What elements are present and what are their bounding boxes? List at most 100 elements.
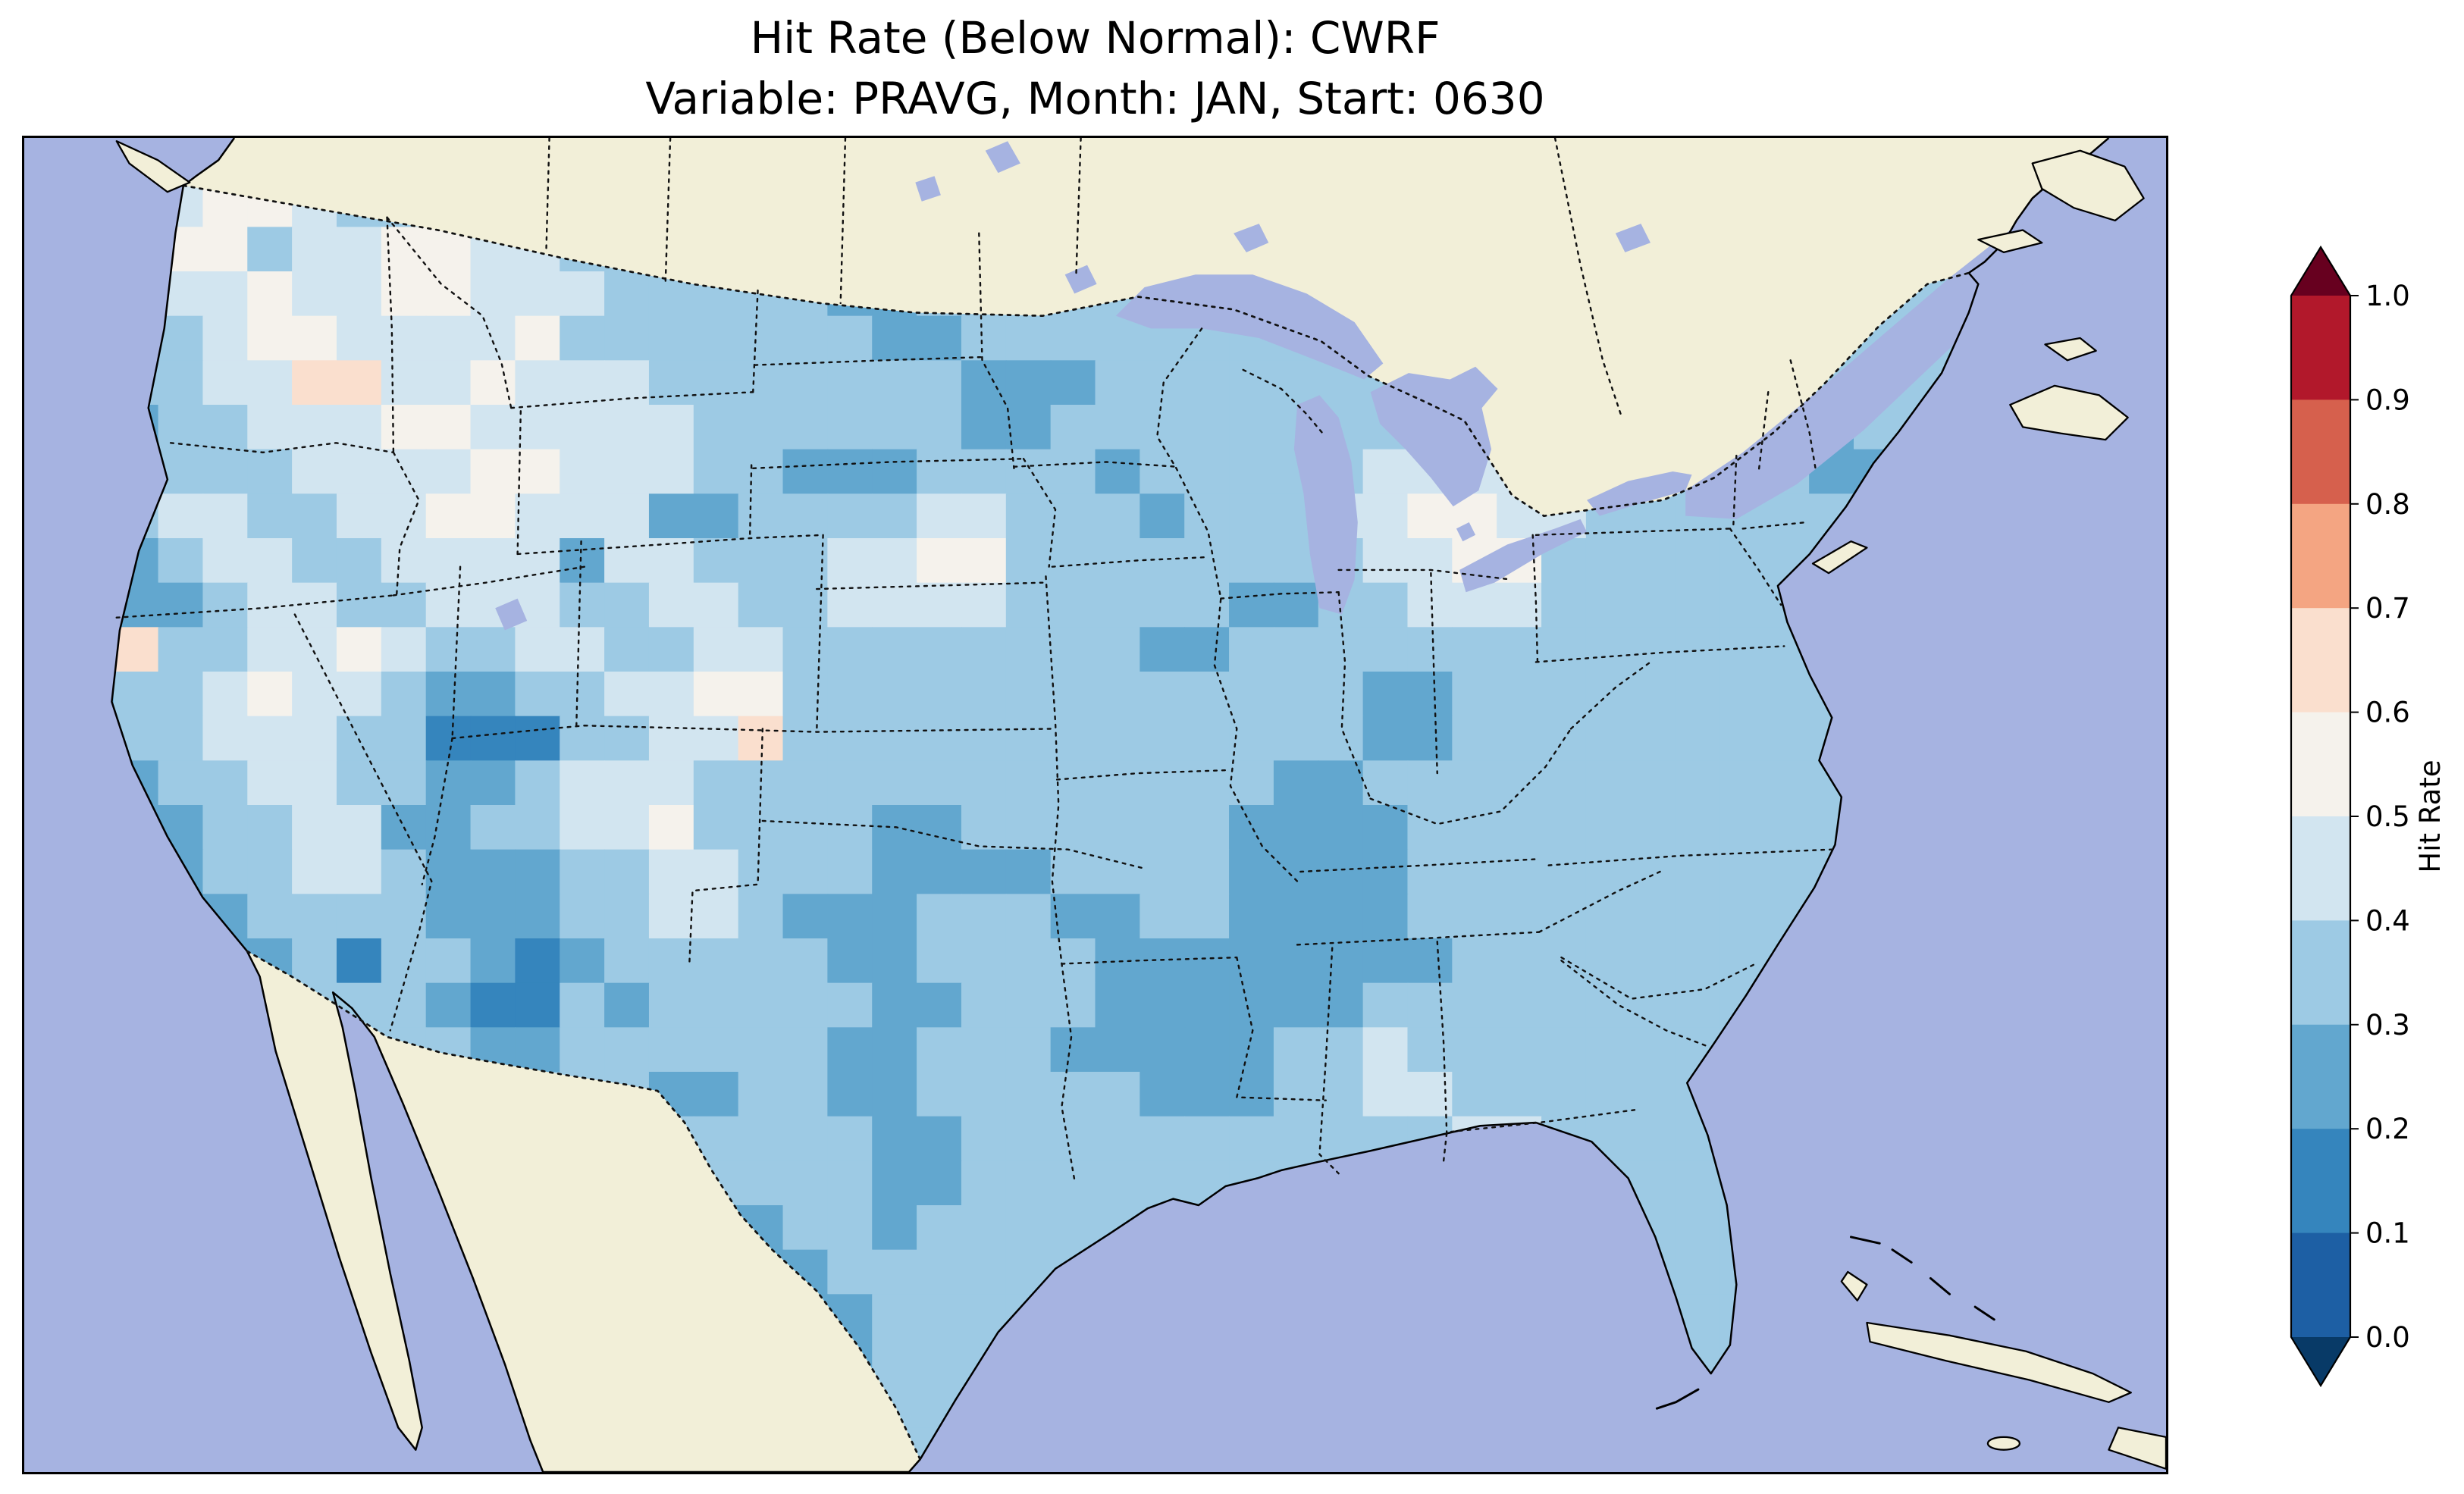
grid-cell: [381, 760, 427, 806]
colorbar-tick-label: 0.2: [2365, 1113, 2410, 1145]
grid-cell: [693, 582, 739, 628]
grid-cell: [515, 315, 561, 362]
hispaniola-island: [2108, 1427, 2166, 1470]
grid-cell: [381, 716, 427, 762]
grid-cell: [1541, 938, 1587, 984]
grid-cell: [961, 716, 1007, 762]
grid-cell: [917, 493, 962, 539]
grid-cell: [782, 894, 829, 939]
grid-cell: [158, 627, 204, 672]
grid-cell: [1005, 582, 1052, 628]
grid-cell: [872, 1294, 918, 1339]
grid-cell: [917, 716, 962, 762]
grid-cell: [1675, 805, 1721, 850]
grid-cell: [1050, 982, 1096, 1029]
grid-cell: [1005, 894, 1052, 939]
grid-cell: [604, 672, 650, 717]
grid-cell: [1318, 716, 1364, 762]
grid-cell: [292, 449, 337, 495]
grid-cell: [515, 938, 561, 984]
grid-cell: [336, 405, 382, 450]
grid-cell: [827, 1116, 873, 1162]
grid-cell: [1140, 627, 1186, 672]
grid-cell: [604, 849, 650, 895]
grid-cell: [1095, 894, 1141, 939]
grid-cell: [1229, 405, 1274, 450]
grid-cell: [827, 760, 873, 806]
grid-cell: [1273, 938, 1319, 984]
grid-cell: [425, 716, 472, 762]
grid-cell: [1229, 360, 1274, 406]
grid-cell: [604, 716, 650, 762]
grid-cell: [1050, 538, 1096, 584]
colorbar-segment: [2291, 608, 2350, 713]
grid-cell: [1318, 1072, 1364, 1117]
great-salt-lake: [495, 598, 528, 631]
grid-cell: [1630, 582, 1676, 628]
grid-cell: [738, 627, 784, 672]
colorbar-svg: 1.0 0.9 0.8 0.7 0.6 0.5 0.4 0.3 0.2 0.1 0.0 Hit Rat…: [2290, 245, 2447, 1388]
grid-cell: [515, 360, 561, 406]
grid-cell: [425, 894, 472, 939]
colorbar-segment: [2291, 712, 2350, 817]
grid-cell: [336, 938, 382, 984]
colorbar-segment: [2291, 503, 2350, 609]
colorbar-axis-label: Hit Rate: [2414, 760, 2447, 872]
grid-cell: [1050, 493, 1096, 539]
nova-scotia: [2009, 384, 2129, 441]
grid-cell: [381, 360, 427, 406]
grid-cell: [470, 672, 516, 717]
lake-champlain: [1752, 443, 1769, 487]
grid-cell: [1050, 1205, 1096, 1251]
prince-edward-island: [2044, 337, 2097, 362]
grid-cell: [782, 1160, 829, 1206]
grid-cell: [1273, 805, 1319, 850]
grid-cell: [827, 1249, 873, 1295]
grid-cell: [1630, 672, 1676, 717]
colorbar-tick-label: 0.7: [2365, 592, 2410, 625]
grid-cell: [872, 1205, 918, 1251]
grid-cell: [1273, 582, 1319, 628]
grid-cell: [113, 672, 159, 717]
grid-cell: [782, 582, 829, 628]
grid-cell: [1229, 582, 1274, 628]
grid-cell: [1675, 894, 1721, 939]
grid-cell: [336, 627, 382, 672]
grid-cell: [1675, 1160, 1721, 1206]
grid-cell: [738, 405, 784, 450]
grid-cell: [738, 538, 784, 584]
grid-cell: [292, 938, 337, 984]
grid-cell: [1095, 360, 1141, 406]
grid-cell: [1630, 716, 1676, 762]
grid-cell: [693, 405, 739, 450]
grid-cell: [1407, 582, 1453, 628]
grid-cell: [1585, 849, 1632, 895]
grid-cell: [1407, 894, 1453, 939]
grid-cell: [292, 805, 337, 850]
grid-cell: [693, 938, 739, 984]
grid-cell: [425, 360, 472, 406]
grid-cell: [604, 449, 650, 495]
grid-cell: [1407, 538, 1453, 584]
grid-cell: [1497, 938, 1542, 984]
grid-cell: [202, 493, 249, 539]
grid-cell: [1407, 493, 1453, 539]
colorbar-tick-label: 0.8: [2365, 488, 2410, 521]
grid-cell: [782, 716, 829, 762]
grid-cell: [1184, 938, 1230, 984]
grid-cell: [1318, 805, 1364, 850]
grid-cell: [1140, 405, 1186, 450]
grid-cell: [827, 582, 873, 628]
grid-cell: [1764, 805, 1810, 850]
grid-cell: [158, 405, 204, 450]
bahamas-cay-3: [1973, 1305, 1995, 1321]
grid-cell: [827, 405, 873, 450]
grid-cell: [470, 627, 516, 672]
grid-cell: [425, 805, 472, 850]
grid-cell: [1452, 849, 1498, 895]
grid-cell: [1541, 1072, 1587, 1117]
grid-cell: [1630, 760, 1676, 806]
grid-cell: [917, 538, 962, 584]
grid-cell: [1541, 849, 1587, 895]
grid-cell: [827, 672, 873, 717]
